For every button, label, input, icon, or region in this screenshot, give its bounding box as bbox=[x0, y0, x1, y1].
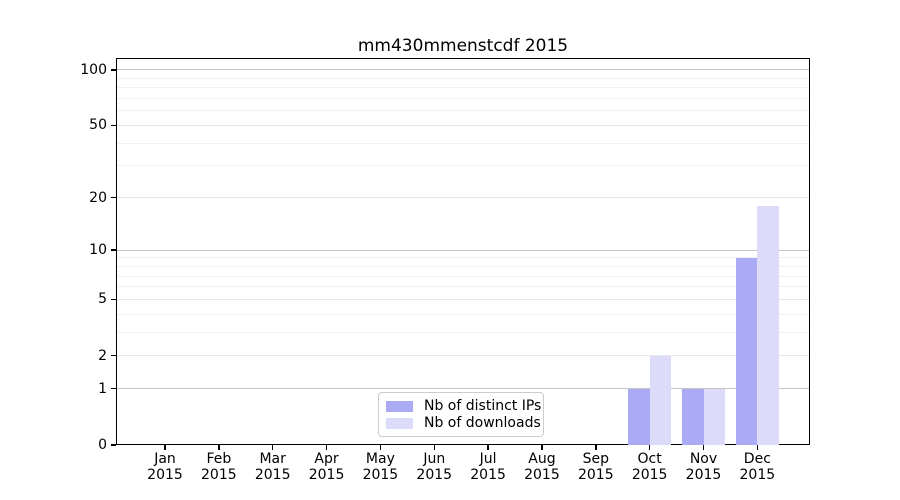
legend-item: Nb of downloads bbox=[386, 416, 541, 431]
major-gridline bbox=[116, 124, 810, 126]
major-gridline bbox=[116, 298, 810, 300]
x-tick-mark bbox=[164, 445, 166, 450]
minor-gridline bbox=[116, 110, 810, 112]
y-tick-label: 50 bbox=[89, 117, 107, 134]
y-tick-label: 2 bbox=[98, 347, 107, 364]
minor-gridline bbox=[116, 257, 810, 259]
x-tick-label: Jun 2015 bbox=[416, 451, 453, 483]
x-tick-mark bbox=[379, 445, 382, 450]
x-tick-mark bbox=[595, 445, 597, 450]
x-tick-label: Feb 2015 bbox=[201, 451, 237, 483]
y-tick-mark bbox=[111, 124, 116, 127]
minor-gridline bbox=[116, 286, 810, 288]
legend-swatch bbox=[386, 418, 413, 429]
bar-downloads bbox=[757, 205, 779, 445]
y-tick-label: 100 bbox=[80, 61, 107, 78]
x-tick-label: Sep 2015 bbox=[577, 451, 614, 483]
bar-distinct-ips bbox=[628, 388, 650, 445]
minor-gridline bbox=[116, 142, 810, 144]
plot-area bbox=[116, 58, 810, 445]
y-tick-mark bbox=[111, 69, 116, 71]
y-tick-label: 5 bbox=[98, 291, 107, 308]
x-tick-mark bbox=[648, 445, 651, 450]
y-tick-mark bbox=[111, 444, 116, 446]
legend-label: Nb of downloads bbox=[424, 415, 541, 431]
bar-downloads bbox=[703, 388, 725, 445]
y-tick-label: 20 bbox=[89, 189, 107, 206]
x-tick-label: Dec 2015 bbox=[739, 451, 776, 483]
x-tick-mark bbox=[541, 445, 543, 450]
x-tick-label: Nov 2015 bbox=[685, 451, 722, 483]
y-tick-label: 0 bbox=[98, 437, 107, 453]
minor-gridline bbox=[116, 265, 810, 267]
major-gridline bbox=[116, 249, 810, 251]
legend: Nb of distinct IPs Nb of downloads bbox=[378, 392, 544, 437]
major-gridline bbox=[116, 388, 810, 390]
x-tick-mark bbox=[702, 445, 705, 450]
y-tick-mark bbox=[111, 354, 116, 357]
chart-title: mm430mmenstcdf 2015 bbox=[357, 36, 569, 56]
minor-gridline bbox=[116, 77, 810, 79]
minor-gridline bbox=[116, 98, 810, 100]
bar-distinct-ips bbox=[682, 388, 704, 445]
y-tick-label: 1 bbox=[98, 380, 107, 397]
x-tick-mark bbox=[487, 445, 489, 450]
legend-item: Nb of distinct IPs bbox=[386, 399, 541, 414]
legend-swatch bbox=[386, 401, 413, 412]
x-tick-label: Apr 2015 bbox=[308, 451, 345, 483]
minor-gridline bbox=[116, 87, 810, 89]
y-tick-mark bbox=[111, 249, 116, 251]
bar-downloads bbox=[649, 355, 672, 445]
minor-gridline bbox=[116, 275, 810, 277]
minor-gridline bbox=[116, 331, 810, 333]
legend-label: Nb of distinct IPs bbox=[424, 398, 542, 414]
major-gridline bbox=[116, 355, 810, 357]
x-tick-label: Jan 2015 bbox=[147, 451, 183, 483]
x-tick-mark bbox=[433, 445, 435, 450]
x-tick-label: Oct 2015 bbox=[631, 451, 668, 483]
x-tick-label: Mar 2015 bbox=[254, 451, 291, 483]
x-tick-label: May 2015 bbox=[362, 451, 399, 483]
y-tick-mark bbox=[111, 387, 116, 390]
minor-gridline bbox=[116, 165, 810, 167]
minor-gridline bbox=[116, 313, 810, 315]
x-tick-label: Jul 2015 bbox=[470, 451, 506, 483]
x-tick-mark bbox=[325, 445, 328, 450]
x-tick-mark bbox=[271, 445, 274, 450]
bar-distinct-ips bbox=[735, 257, 758, 445]
major-gridline bbox=[116, 197, 810, 199]
y-tick-mark bbox=[111, 298, 116, 301]
x-tick-mark bbox=[756, 445, 759, 450]
y-tick-mark bbox=[111, 196, 116, 199]
major-gridline bbox=[116, 69, 810, 71]
y-tick-label: 10 bbox=[89, 242, 107, 259]
x-tick-label: Aug 2015 bbox=[524, 451, 560, 483]
x-tick-mark bbox=[218, 445, 220, 450]
